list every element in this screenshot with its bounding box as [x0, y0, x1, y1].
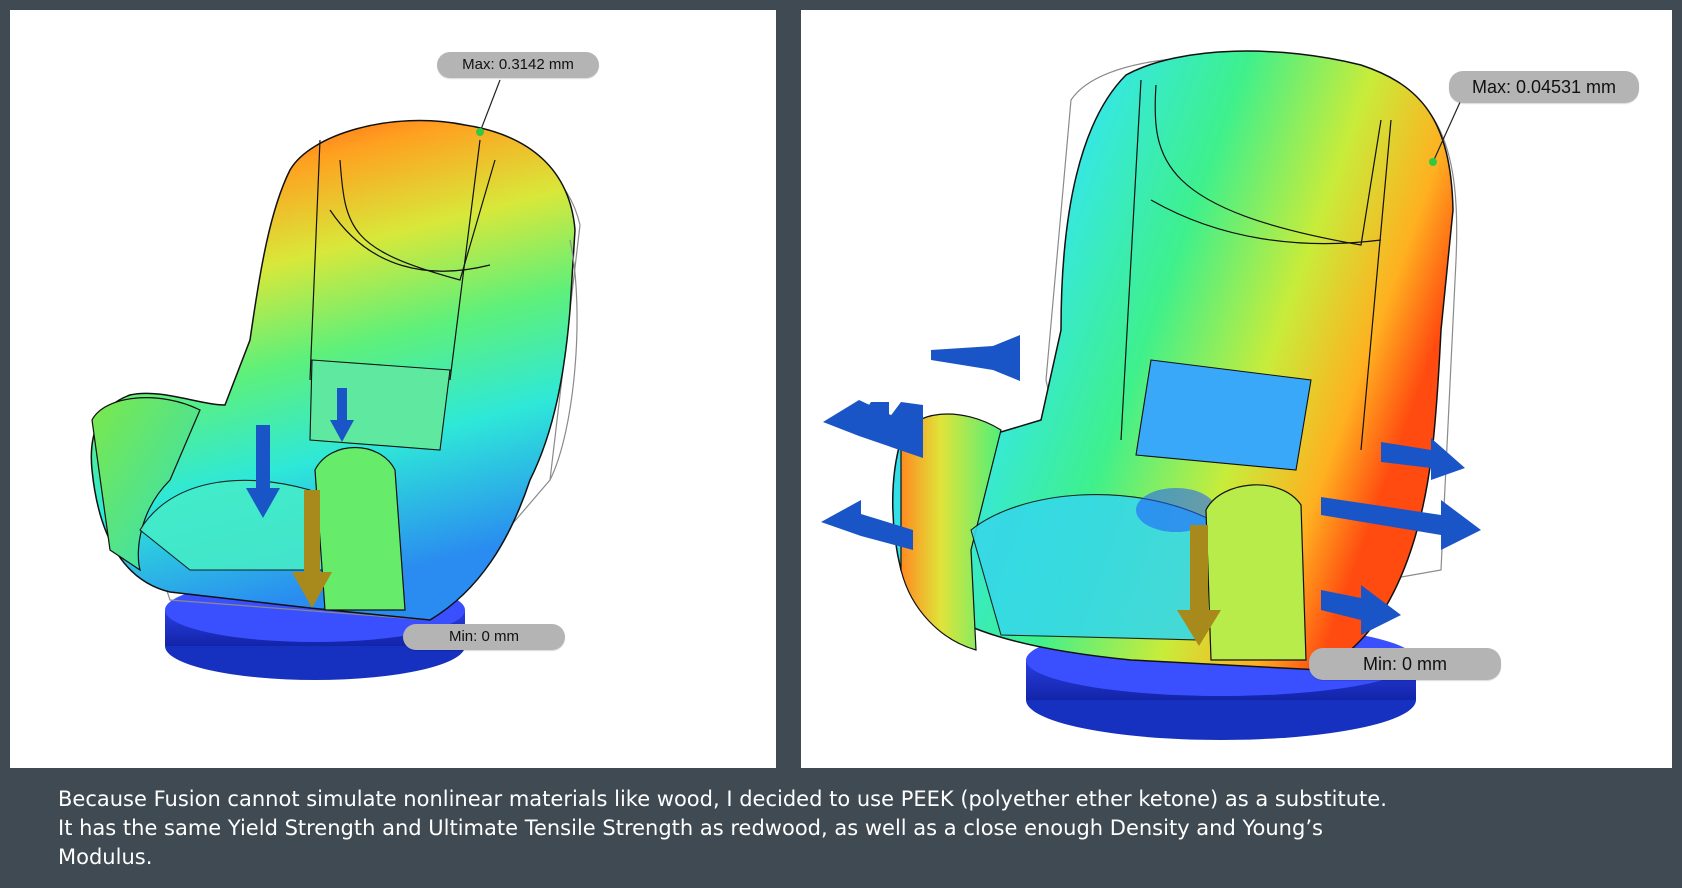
caption-line: Because Fusion cannot simulate nonlinear…	[58, 787, 1387, 811]
caption-line: It has the same Yield Strength and Ultim…	[58, 816, 1323, 840]
left-simulation-viewport[interactable]: Max: 0.3142 mm Min: 0 mm	[10, 10, 776, 768]
gravity-arrow-icon	[1177, 525, 1221, 646]
caption-text: Because Fusion cannot simulate nonlinear…	[58, 785, 1658, 872]
probe-label: Min:	[1362, 654, 1397, 674]
min-displacement-probe[interactable]: Min: 0 mm	[403, 624, 565, 650]
probe-label: Max:	[1471, 77, 1511, 97]
right-simulation-viewport[interactable]: Max: 0.04531 mm Min: 0 mm	[801, 10, 1672, 768]
left-deformation-render	[90, 79, 581, 680]
probe-label: Min:	[448, 628, 478, 645]
right-deformation-render	[821, 50, 1481, 740]
gravity-arrow-icon	[292, 490, 332, 608]
force-arrow-icon	[823, 400, 923, 458]
probe-pin-icon	[1429, 158, 1437, 166]
caption-line: Modulus.	[58, 845, 153, 869]
probe-value: 0 mm	[1402, 654, 1448, 674]
force-arrow-icon	[1321, 585, 1401, 635]
force-arrow-icon	[931, 335, 1020, 381]
force-arrow-icon	[1381, 438, 1465, 480]
force-arrow-icon	[821, 500, 913, 550]
min-displacement-probe[interactable]: Min: 0 mm	[1309, 648, 1501, 680]
probe-value: 0.3142 mm	[498, 56, 574, 73]
probe-pin-icon	[476, 128, 484, 136]
max-displacement-probe[interactable]: Max: 0.3142 mm	[437, 52, 599, 78]
force-arrow-icon	[886, 402, 923, 430]
probe-value: 0 mm	[481, 628, 520, 645]
probe-label: Max:	[462, 56, 495, 73]
force-arrow-icon	[1321, 497, 1481, 550]
force-arrow-icon	[246, 425, 280, 518]
max-displacement-probe[interactable]: Max: 0.04531 mm	[1449, 71, 1639, 103]
force-arrow-icon	[330, 388, 354, 442]
probe-value: 0.04531 mm	[1515, 77, 1617, 97]
